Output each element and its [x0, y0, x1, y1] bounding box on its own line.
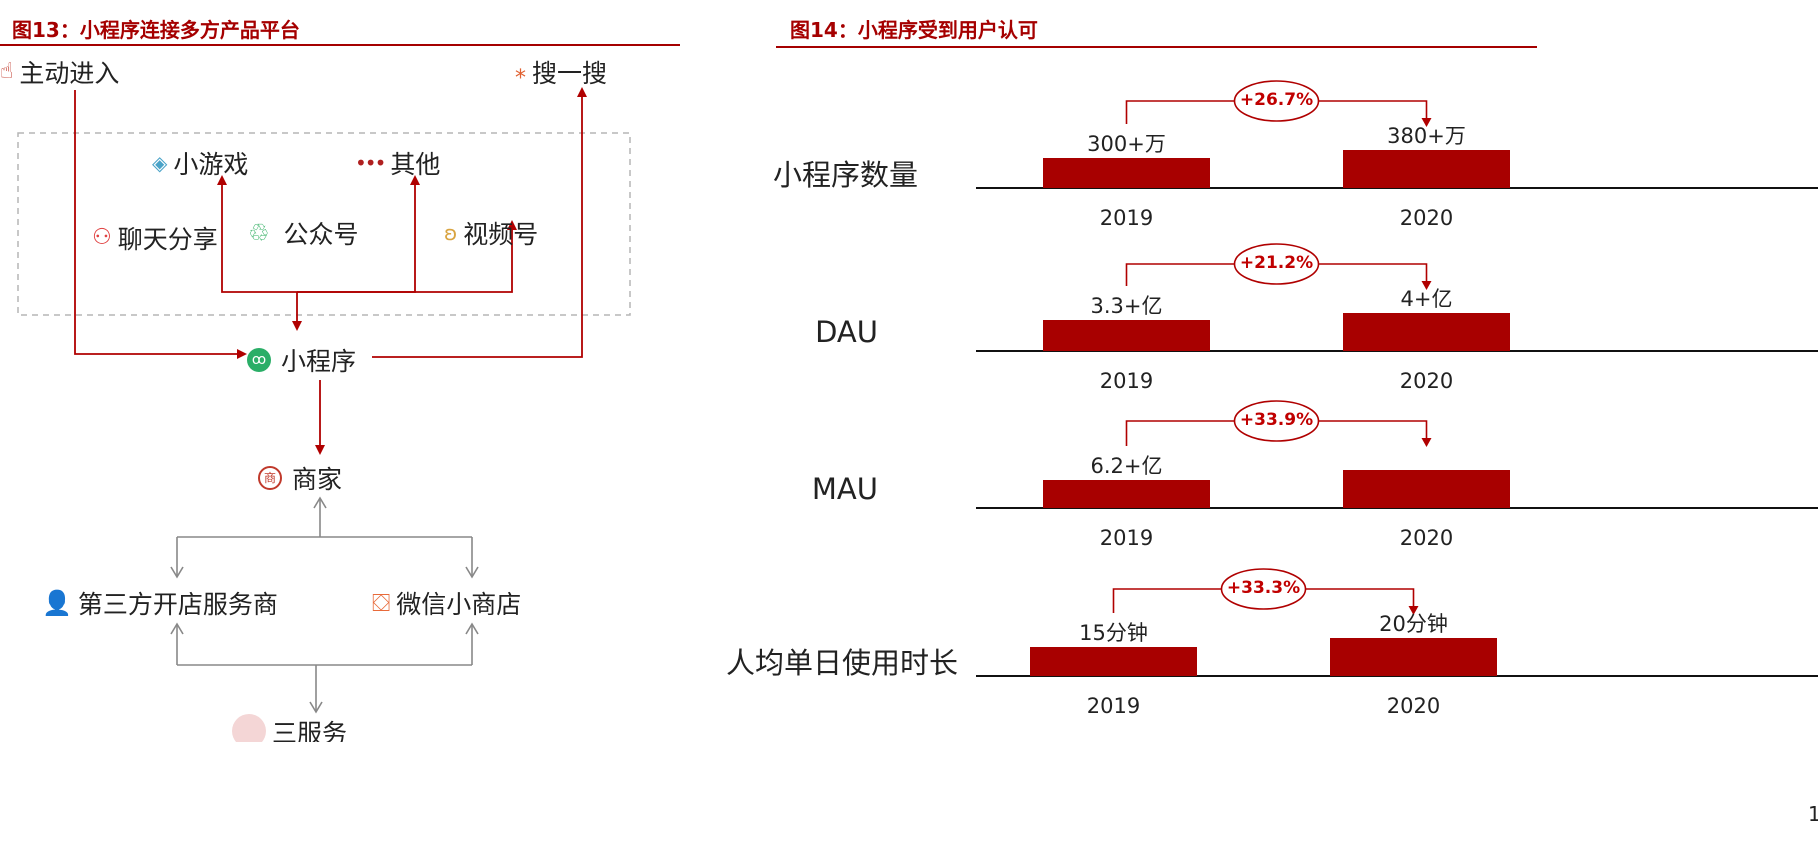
search-label: 搜一搜 — [532, 59, 608, 88]
page-number: 1 — [1808, 802, 1818, 826]
x-tick-label: 2020 — [1386, 694, 1441, 718]
node-official-account: ♲ 公众号 — [248, 215, 359, 251]
fig13-title-rule — [0, 44, 680, 46]
bar-value-label: 20分钟 — [1379, 612, 1448, 636]
node-cut-off: 三服务 — [232, 712, 347, 742]
x-tick-label: 2019 — [1099, 526, 1154, 550]
node-search: ⁎ 搜一搜 — [515, 54, 607, 90]
others-label: 其他 — [390, 150, 441, 179]
x-tick-label: 2019 — [1086, 694, 1141, 718]
bar-value-label: 6.2+亿 — [1090, 454, 1163, 478]
bar-value-label: 380+万 — [1387, 124, 1466, 148]
node-third-party: 👤 第三方开店服务商 — [42, 585, 278, 621]
bar — [1330, 638, 1497, 676]
node-merchant: 商 商家 — [258, 460, 342, 496]
arrow-active-to-mp — [74, 90, 247, 359]
growth-ellipse — [1233, 243, 1320, 285]
official-account-label: 公众号 — [283, 220, 359, 249]
shop-badge-icon: 商 — [258, 466, 282, 490]
arrow-to-mini-game — [217, 175, 297, 293]
node-others: ••• 其他 — [355, 145, 440, 181]
x-tick-label: 2019 — [1099, 206, 1154, 230]
fig14-title-rule — [776, 46, 1537, 48]
active-entry-label: 主动进入 — [19, 59, 120, 88]
third-party-label: 第三方开店服务商 — [77, 590, 278, 619]
swirl-icon: ♲ — [248, 219, 270, 247]
x-tick-label: 2020 — [1399, 369, 1454, 393]
hand-pointer-icon: ☝ — [0, 59, 14, 84]
growth-arrowhead — [1421, 281, 1432, 290]
row-label: MAU — [811, 472, 878, 506]
person-icon: 👤 — [42, 589, 72, 617]
people-icon: ⚇ — [92, 225, 112, 250]
bar — [1343, 313, 1510, 351]
fig13-connectors — [17, 87, 631, 714]
growth-label: +33.3% — [1226, 578, 1301, 598]
bar — [1043, 158, 1210, 188]
circle-icon — [232, 714, 266, 742]
growth-arrowhead — [1421, 118, 1432, 127]
x-tick-label: 2020 — [1399, 526, 1454, 550]
wechat-shop-label: 微信小商店 — [396, 590, 522, 619]
x-tick-label: 2020 — [1399, 206, 1454, 230]
growth-label: +26.7% — [1239, 90, 1314, 110]
growth-ellipse — [1233, 400, 1320, 442]
bar-value-label: 300+万 — [1087, 132, 1166, 156]
bar — [1043, 320, 1210, 351]
dots-icon: ••• — [355, 151, 386, 175]
growth-label: +33.9% — [1239, 410, 1314, 430]
bar-value-label: 3.3+亿 — [1090, 294, 1163, 318]
bar-value-label: 4+亿 — [1400, 287, 1453, 311]
bar-value-label: 15分钟 — [1079, 621, 1148, 645]
growth-arrowhead — [1421, 438, 1432, 447]
platform-group-box — [17, 132, 631, 316]
row-label: 人均单日使用时长 — [725, 646, 958, 680]
mini-game-label: 小游戏 — [173, 150, 249, 179]
shopping-bag-icon: ⛋ — [372, 589, 391, 617]
fig13-title: 图13：小程序连接多方产品平台 — [12, 18, 300, 42]
node-mini-game: ◈ 小游戏 — [152, 145, 248, 181]
node-mini-program: ꝏ 小程序 — [247, 342, 356, 378]
fig14-title: 图14：小程序受到用户认可 — [790, 18, 1038, 42]
bar — [1030, 647, 1197, 676]
mini-program-icon: ꝏ — [247, 348, 271, 372]
growth-arrowhead — [1408, 606, 1419, 615]
bar — [1343, 150, 1510, 188]
butterfly-icon: ʚ — [444, 221, 458, 245]
bar — [1343, 470, 1510, 508]
mini-program-label: 小程序 — [281, 347, 357, 376]
node-channels: ʚ 视频号 — [444, 215, 538, 251]
arrow-to-channels — [297, 220, 517, 293]
node-active-entry: ☝ 主动进入 — [0, 54, 119, 90]
chat-share-label: 聊天分享 — [117, 225, 218, 254]
sparkle-icon: ⁎ — [515, 59, 526, 84]
row-label: DAU — [815, 315, 878, 349]
diamond-game-icon: ◈ — [152, 151, 168, 175]
cut-off-label: 三服务 — [272, 719, 348, 742]
node-chat-share: ⚇ 聊天分享 — [92, 220, 218, 256]
growth-label: +21.2% — [1239, 253, 1314, 273]
node-wechat-shop: ⛋ 微信小商店 — [372, 585, 521, 621]
growth-ellipse — [1233, 80, 1320, 122]
x-tick-label: 2019 — [1099, 369, 1154, 393]
arrow-mp-to-search — [372, 87, 587, 358]
growth-ellipse — [1220, 568, 1307, 610]
channels-label: 视频号 — [463, 220, 539, 249]
bar — [1043, 480, 1210, 508]
merchant-label: 商家 — [292, 465, 343, 494]
row-label: 小程序数量 — [772, 158, 918, 192]
